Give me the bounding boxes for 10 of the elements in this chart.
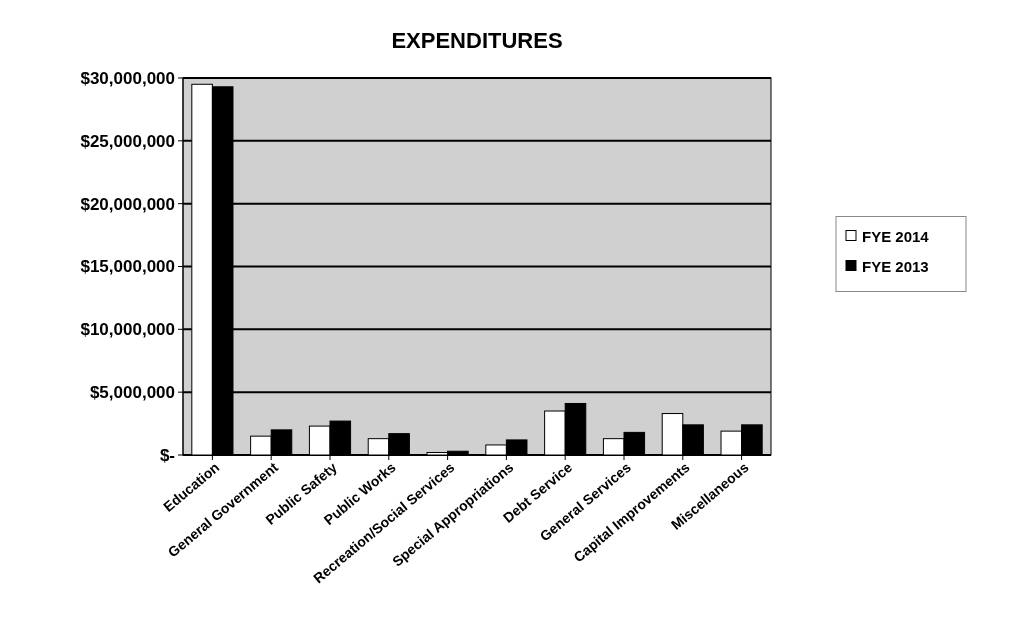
y-tick-label: $20,000,000 [80, 194, 175, 214]
legend-label: FYE 2013 [862, 257, 929, 275]
y-tick-label: $10,000,000 [80, 320, 175, 340]
y-tick-label: $15,000,000 [80, 257, 175, 277]
chart-title: EXPENDITURES [391, 28, 563, 53]
y-tick-label: $25,000,000 [80, 131, 175, 151]
y-tick-label: $30,000,000 [80, 68, 175, 88]
y-tick-label: $- [159, 445, 175, 465]
y-tick-label: $5,000,000 [89, 383, 175, 403]
legend-label: FYE 2014 [862, 227, 930, 245]
